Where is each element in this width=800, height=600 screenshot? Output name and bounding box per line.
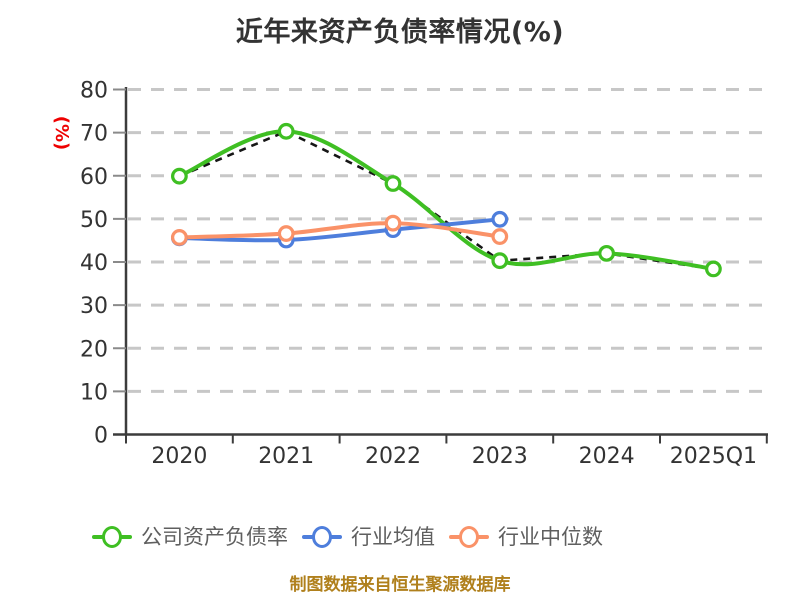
x-axis-label: 2025Q1 — [670, 444, 757, 469]
company-series-line — [177, 129, 716, 271]
y-axis-label: 0 — [94, 424, 108, 449]
y-axis-label: 30 — [80, 294, 108, 319]
legend-item-industry-median[interactable]: 行业中位数 — [449, 524, 603, 550]
industry-avg-series-line — [177, 217, 502, 243]
legend-line-marker-icon — [302, 526, 342, 548]
legend-item-label: 公司资产负债率 — [141, 525, 288, 549]
chart-title: 近年来资产负债率情况(%) — [235, 17, 565, 48]
company-data-point-marker — [491, 252, 509, 270]
x-axis-label: 2024 — [579, 444, 635, 469]
legend-item-industry-avg[interactable]: 行业均值 — [302, 524, 435, 550]
industry-median-data-point-marker — [384, 214, 402, 232]
industry-median-data-point-marker — [491, 228, 509, 245]
y-axis-label: 60 — [80, 165, 108, 190]
y-axis-label: 70 — [80, 122, 108, 147]
data-source-note: 制图数据来自恒生聚源数据库 — [289, 575, 511, 595]
industry-median-data-point-marker — [277, 225, 295, 242]
y-axis-label: 40 — [80, 251, 108, 276]
industry-avg-data-point-marker — [491, 210, 509, 228]
x-axis-label: 2021 — [258, 444, 314, 469]
legend-line-marker-icon — [92, 526, 132, 548]
x-axis-label: 2022 — [365, 444, 421, 469]
industry-median-data-point-marker — [170, 229, 188, 246]
legend-circle-marker-icon — [459, 526, 479, 548]
company-data-point-marker — [384, 175, 402, 192]
x-axis-label: 2020 — [151, 444, 207, 469]
company-data-point-marker — [170, 167, 188, 185]
company-data-point-marker — [598, 244, 615, 262]
y-axis-label: 80 — [80, 79, 108, 104]
y-axis-label: 50 — [80, 208, 108, 233]
legend-circle-marker-icon — [102, 526, 122, 548]
chart-legend: 公司资产负债率 行业均值 行业中位数 — [92, 524, 603, 550]
y-axis-label: 20 — [80, 337, 108, 362]
industry-median-series-line — [177, 221, 502, 240]
company-data-point-marker — [705, 260, 722, 278]
company-dashed-overlay — [178, 129, 714, 271]
legend-item-label: 行业均值 — [351, 525, 435, 549]
legend-item-label: 行业中位数 — [498, 525, 603, 549]
legend-line-marker-icon — [449, 526, 489, 548]
legend-circle-marker-icon — [312, 526, 332, 548]
x-axis-label: 2023 — [472, 444, 528, 469]
y-axis-label: 10 — [80, 380, 108, 405]
legend-item-company[interactable]: 公司资产负债率 — [92, 524, 288, 550]
company-data-point-marker — [277, 122, 295, 140]
